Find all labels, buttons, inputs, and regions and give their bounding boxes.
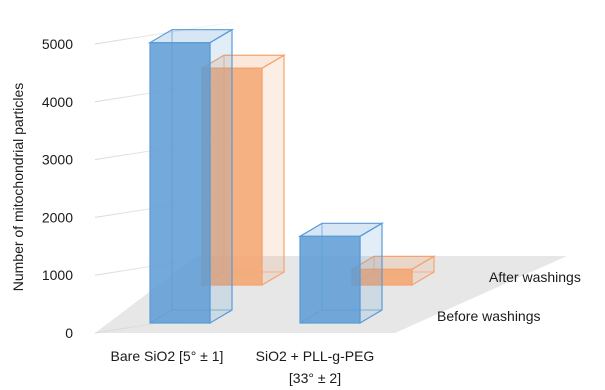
bar-before-washings-1: [297, 222, 385, 325]
bar-front: [299, 235, 361, 324]
category-label-pll-g-peg: SiO2 + PLL-g-PEG: [256, 348, 375, 364]
bar-side: [209, 28, 233, 325]
series-label-after-washings: After washings: [489, 269, 581, 285]
series-label-before-washings: Before washings: [437, 308, 541, 324]
series-depth-labels: After washings Before washings: [437, 269, 581, 324]
y-tick-label: 1000: [42, 267, 73, 283]
y-tick-label: 4000: [42, 94, 73, 110]
y-tick-label: 5000: [42, 36, 73, 52]
bar-side: [261, 54, 285, 287]
y-axis-ticks: 0 1000 2000 3000 4000 5000: [42, 36, 73, 341]
bar-after-washings-1: [349, 255, 437, 287]
y-axis-title: Number of mitochondrial particles: [10, 83, 26, 292]
bar-side: [359, 222, 383, 325]
y-tick-label: 3000: [42, 152, 73, 168]
gridline: [94, 21, 236, 45]
bars: [147, 28, 437, 325]
y-tick-label: 2000: [42, 209, 73, 225]
y-tick-label: 0: [65, 325, 73, 341]
bar-before-washings-0: [147, 28, 235, 325]
category-label-pll-g-peg-line2: [33° ± 2]: [289, 370, 341, 386]
category-labels: Bare SiO2 [5° ± 1] SiO2 + PLL-g-PEG [33°…: [111, 348, 375, 386]
bar-front: [149, 42, 211, 324]
category-label-bare-sio2: Bare SiO2 [5° ± 1]: [111, 348, 224, 364]
